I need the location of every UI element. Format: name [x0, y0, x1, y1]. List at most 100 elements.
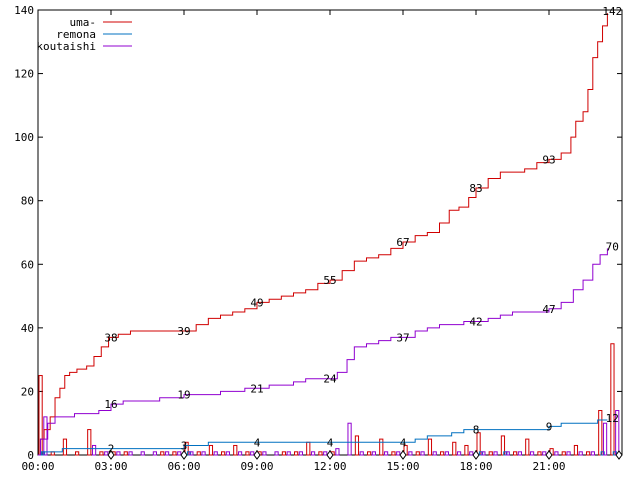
bar: [186, 451, 192, 456]
hourly-bars: [38, 343, 620, 456]
y-tick-label: 120: [14, 68, 34, 81]
bar: [478, 451, 484, 456]
bar: [116, 451, 121, 456]
bar: [493, 451, 498, 456]
bar: [573, 444, 579, 456]
baseline-marker: [326, 450, 334, 460]
bar: [542, 451, 547, 456]
line-koutaishi: [38, 248, 608, 456]
x-tick-label: 09:00: [240, 460, 273, 473]
bar: [189, 451, 194, 456]
line-remona: [38, 419, 608, 456]
legend-label: remona: [56, 28, 96, 41]
bar: [62, 438, 68, 456]
bar: [566, 451, 571, 456]
point-label: 47: [542, 303, 555, 316]
bar: [310, 451, 316, 456]
bar: [440, 451, 445, 456]
point-label: 49: [250, 296, 263, 309]
y-tick-label: 140: [14, 4, 34, 17]
x-tick-label: 06:00: [167, 460, 200, 473]
plot-frame: [37, 9, 623, 456]
y-tick-label: 0: [27, 449, 34, 462]
bar: [172, 451, 177, 456]
line-uma-: [38, 13, 608, 456]
bar: [408, 451, 413, 456]
axes: 0 20 40 60 80 100 120 140 00:00 03:00 06:00 09:00 12…: [14, 4, 623, 473]
bar: [464, 444, 469, 456]
bar: [274, 451, 279, 456]
bar: [610, 343, 615, 456]
bar: [104, 451, 109, 456]
bar: [371, 451, 376, 456]
bar: [354, 435, 360, 456]
point-label: 37: [396, 331, 409, 344]
point-label: 39: [177, 325, 190, 338]
bar: [281, 451, 287, 456]
x-tick-label: 18:00: [459, 460, 492, 473]
point-labels: 38 39 49 55 67 83 93 142 2 3 4 4 4 8 9 12 16 19 21 24 37 42 47…: [104, 5, 623, 460]
baseline-marker: [180, 450, 188, 460]
y-tick-label: 20: [21, 385, 34, 398]
point-label: 142: [602, 5, 622, 18]
point-label: 19: [177, 389, 190, 402]
bar: [525, 438, 530, 456]
point-label: 4: [327, 436, 334, 449]
bar: [75, 451, 80, 456]
point-label: 55: [323, 274, 336, 287]
bar: [323, 451, 328, 456]
y-tick-label: 40: [21, 322, 34, 335]
bar: [196, 451, 201, 456]
bar: [503, 451, 508, 456]
bar: [87, 429, 92, 456]
point-label: 24: [323, 373, 337, 386]
bar: [586, 451, 591, 456]
legend-label: koutaishi: [36, 40, 96, 53]
series-lines: [38, 13, 608, 456]
bar: [602, 422, 608, 456]
bar: [213, 451, 218, 456]
bar: [481, 451, 486, 456]
bar: [488, 451, 493, 456]
bar: [469, 451, 474, 456]
baseline-marker: [545, 450, 553, 460]
bars-koutaishi: [43, 410, 620, 456]
bar: [505, 451, 510, 456]
point-label: 3: [181, 439, 188, 452]
bar: [452, 441, 457, 456]
x-tick-label: 12:00: [313, 460, 346, 473]
bar: [367, 451, 372, 456]
bar: [152, 451, 158, 456]
y-tick-label: 60: [21, 258, 34, 271]
labels-uma-: 38 39 49 55 67 83 93 142: [104, 5, 622, 344]
bar: [286, 451, 291, 456]
bar: [391, 451, 396, 456]
labels-remona: 2 3 4 4 4 8 9 12: [108, 412, 619, 456]
bar: [123, 451, 128, 456]
bar: [415, 451, 420, 456]
bar: [91, 444, 97, 456]
bar: [208, 444, 214, 456]
point-label: 16: [104, 398, 117, 411]
bar: [427, 438, 433, 456]
point-label: 2: [108, 443, 115, 456]
bar: [537, 451, 542, 456]
baseline-marker: [472, 450, 480, 460]
legend-label: uma-: [70, 16, 97, 29]
point-label: 38: [104, 331, 117, 344]
point-label: 4: [254, 436, 261, 449]
point-label: 21: [250, 382, 263, 395]
bar: [298, 451, 303, 456]
point-label: 4: [400, 436, 407, 449]
bar: [598, 410, 603, 456]
baseline-marker: [107, 450, 115, 460]
baseline-marker: [615, 450, 623, 460]
bar: [233, 444, 238, 456]
y-tick-label: 100: [14, 131, 34, 144]
bar: [164, 451, 170, 456]
point-label: 83: [469, 182, 482, 195]
bar: [347, 422, 352, 456]
x-tick-label: 21:00: [532, 460, 565, 473]
